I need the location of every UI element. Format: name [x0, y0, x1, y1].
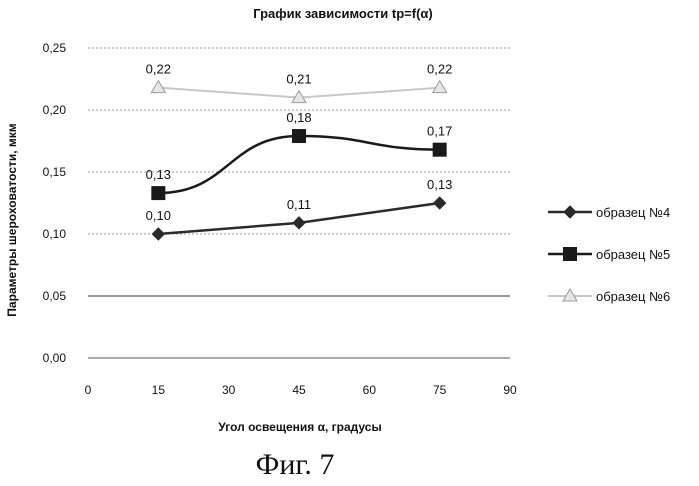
data-label: 0,11 — [287, 197, 311, 212]
data-point — [433, 81, 447, 93]
data-label: 0,18 — [286, 110, 311, 125]
legend-marker — [564, 248, 577, 261]
legend-label: образец №6 — [596, 289, 670, 304]
data-label: 0,17 — [427, 124, 452, 139]
y-tick-label: 0,25 — [43, 41, 67, 55]
y-axis-title: Параметры шероховатости, мкм — [5, 123, 19, 316]
y-tick-label: 0,05 — [43, 289, 67, 303]
legend-marker — [564, 206, 576, 218]
x-tick-label: 30 — [222, 383, 236, 397]
data-point — [151, 81, 165, 93]
data-label: 0,21 — [286, 72, 311, 87]
legend: образец №4 образец №5 образец №6 — [548, 205, 670, 304]
x-tick-label: 15 — [152, 383, 166, 397]
x-tick-label: 90 — [503, 383, 517, 397]
legend-label: образец №5 — [596, 247, 670, 262]
data-point — [434, 197, 446, 209]
data-point — [152, 228, 164, 240]
data-label: 0,22 — [146, 62, 171, 77]
x-tick-label: 0 — [85, 383, 92, 397]
data-label: 0,22 — [427, 62, 452, 77]
data-point — [152, 187, 165, 200]
x-tick-label: 75 — [433, 383, 447, 397]
plot-area: 0,00 0,05 0,10 0,15 0,20 0,25 0 15 30 45 60 75 90 0,1… — [43, 41, 517, 397]
y-tick-label: 0,15 — [43, 165, 67, 179]
data-point — [433, 143, 446, 156]
data-point — [293, 130, 306, 143]
data-point — [293, 217, 305, 229]
data-label: 0,13 — [146, 167, 171, 182]
series-line-2 — [158, 136, 439, 193]
chart-title: График зависимости tp=f(α) — [253, 6, 433, 21]
legend-label: образец №4 — [596, 205, 670, 220]
y-tick-label: 0,20 — [43, 103, 67, 117]
x-axis-title: Угол освещения α, градусы — [218, 420, 381, 434]
data-label: 0,10 — [146, 208, 171, 223]
x-tick-label: 60 — [363, 383, 377, 397]
y-tick-label: 0,00 — [43, 351, 67, 365]
x-tick-label: 45 — [292, 383, 306, 397]
figure-caption: Фиг. 7 — [256, 448, 335, 481]
data-label: 0,13 — [427, 177, 452, 192]
y-tick-label: 0,10 — [43, 227, 67, 241]
